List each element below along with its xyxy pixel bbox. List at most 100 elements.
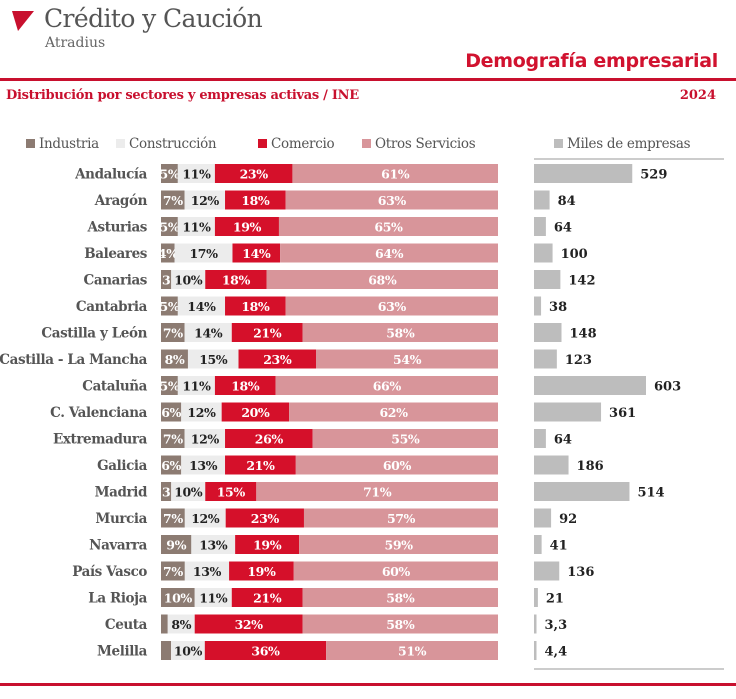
data-label-comercio-andalucia: 23% — [240, 167, 269, 182]
bar-empresas-ceuta — [534, 614, 537, 634]
data-label-industria-c-valenciana: 6% — [161, 405, 181, 420]
bar-otros-servicios-cantabria — [285, 296, 498, 316]
bar-comercio-pais-vasco — [229, 561, 294, 581]
bar-industria-castilla-y-leon — [161, 323, 185, 342]
data-label-construccion-murcia: 12% — [191, 511, 220, 526]
legend-swatch-empresas — [554, 139, 563, 148]
data-label-otros-servicios-asturias: 65% — [374, 220, 403, 235]
category-label-cataluna: Cataluña — [82, 379, 147, 395]
bar-industria-extremadura — [161, 429, 185, 448]
category-label-extremadura: Extremadura — [53, 432, 148, 448]
legend-item-empresas: Miles de empresas — [554, 136, 691, 152]
data-label-otros-servicios-andalucia: 61% — [381, 167, 410, 182]
bar-industria-castilla-la-mancha — [161, 349, 188, 369]
bar-construccion-melilla — [171, 641, 205, 660]
category-label-navarra: Navarra — [89, 538, 148, 554]
bar-industria-andalucia — [161, 164, 178, 183]
bar-construccion-galicia — [181, 455, 226, 475]
data-label-construccion-baleares: 17% — [190, 246, 219, 261]
bar-comercio-melilla — [204, 641, 327, 660]
data-label-comercio-galicia: 21% — [246, 458, 275, 473]
bar-empresas-pais-vasco — [534, 561, 560, 581]
bar-comercio-asturias — [214, 217, 279, 236]
bar-otros-servicios-castilla-y-leon — [302, 323, 498, 342]
bar-otros-servicios-la-rioja — [302, 588, 498, 607]
data-label-industria-aragon: 7% — [163, 193, 183, 208]
data-label-construccion-c-valenciana: 12% — [187, 405, 216, 420]
data-label-comercio-canarias: 18% — [222, 273, 251, 288]
data-label-industria-castilla-y-leon: 7% — [163, 326, 183, 341]
data-label-comercio-castilla-y-leon: 21% — [253, 326, 282, 341]
data-label-empresas-canarias: 142 — [568, 274, 595, 289]
bar-empresas-galicia — [534, 455, 569, 475]
category-label-c-valenciana: C. Valenciana — [50, 405, 148, 421]
data-label-comercio-melilla: 36% — [251, 644, 280, 659]
bar-construccion-c-valenciana — [181, 402, 222, 422]
bar-empresas-la-rioja — [534, 588, 538, 607]
legend-label-empresas: Miles de empresas — [567, 136, 691, 152]
bar-otros-servicios-galicia — [295, 455, 498, 475]
category-label-asturias: Asturias — [86, 220, 147, 236]
data-label-comercio-extremadura: 26% — [255, 432, 284, 447]
bar-industria-murcia — [161, 508, 185, 528]
data-label-comercio-castilla-la-mancha: 23% — [263, 352, 292, 367]
category-label-pais-vasco: País Vasco — [72, 564, 147, 580]
bar-empresas-aragon — [534, 190, 550, 210]
legend-item-otros-servicios: Otros Servicios — [362, 136, 476, 152]
bar-industria-cantabria — [161, 296, 178, 316]
data-label-empresas-andalucia: 529 — [640, 168, 667, 183]
bar-comercio-extremadura — [225, 429, 313, 448]
data-label-empresas-cataluna: 603 — [654, 380, 681, 395]
bar-otros-servicios-ceuta — [302, 614, 498, 634]
data-label-empresas-asturias: 64 — [554, 221, 572, 236]
data-label-construccion-asturias: 11% — [182, 220, 211, 235]
category-label-ceuta: Ceuta — [105, 617, 148, 633]
category-label-castilla-y-leon: Castilla y León — [41, 326, 147, 342]
bar-otros-servicios-aragon — [285, 190, 498, 210]
bar-comercio-canarias — [205, 270, 267, 289]
data-label-construccion-galicia: 13% — [189, 458, 218, 473]
bar-construccion-cantabria — [177, 296, 226, 316]
bar-comercio-navarra — [235, 535, 300, 554]
bar-otros-servicios-pais-vasco — [293, 561, 498, 581]
brand-name: Crédito y Caución — [44, 4, 263, 33]
bar-industria-galicia — [161, 455, 182, 475]
data-label-industria-castilla-la-mancha: 8% — [165, 352, 185, 367]
data-label-empresas-madrid: 514 — [637, 486, 664, 501]
bar-construccion-castilla-la-mancha — [187, 349, 239, 369]
bar-comercio-murcia — [225, 508, 304, 528]
data-label-empresas-la-rioja: 21 — [546, 592, 564, 607]
category-label-canarias: Canarias — [84, 273, 148, 289]
data-label-industria-la-rioja: 10% — [164, 591, 193, 606]
bar-empresas-andalucia — [534, 164, 633, 183]
brand-logo: Crédito y Caución Atradius — [8, 4, 263, 56]
bar-otros-servicios-andalucia — [292, 164, 498, 183]
data-label-comercio-asturias: 19% — [233, 220, 262, 235]
data-label-empresas-extremadura: 64 — [554, 433, 572, 448]
bar-industria-cataluna — [161, 376, 178, 395]
bar-empresas-baleares — [534, 243, 553, 263]
data-label-empresas-ceuta: 3,3 — [545, 618, 568, 633]
data-label-otros-servicios-pais-vasco: 60% — [382, 564, 411, 579]
data-label-industria-cataluna: 5% — [160, 379, 180, 394]
bar-construccion-la-rioja — [194, 588, 232, 607]
data-label-empresas-castilla-la-mancha: 123 — [565, 353, 592, 368]
category-label-melilla: Melilla — [97, 644, 148, 660]
header-rule — [0, 78, 736, 81]
data-label-construccion-madrid: 10% — [174, 485, 203, 500]
data-label-empresas-murcia: 92 — [559, 512, 577, 527]
year-label: 2024 — [679, 88, 716, 103]
bar-industria-asturias — [161, 217, 178, 236]
bar-empresas-murcia — [534, 508, 552, 528]
bar-comercio-c-valenciana — [221, 402, 290, 422]
bar-empresas-c-valenciana — [534, 402, 602, 422]
bar-construccion-extremadura — [184, 429, 226, 448]
data-label-otros-servicios-melilla: 51% — [398, 644, 427, 659]
data-label-comercio-madrid: 15% — [217, 485, 246, 500]
category-label-murcia: Murcia — [95, 511, 147, 527]
category-label-galicia: Galicia — [97, 458, 147, 474]
data-label-empresas-galicia: 186 — [577, 459, 604, 474]
data-label-comercio-navarra: 19% — [253, 538, 282, 553]
bar-otros-servicios-asturias — [278, 217, 498, 236]
data-label-industria-galicia: 6% — [161, 458, 181, 473]
